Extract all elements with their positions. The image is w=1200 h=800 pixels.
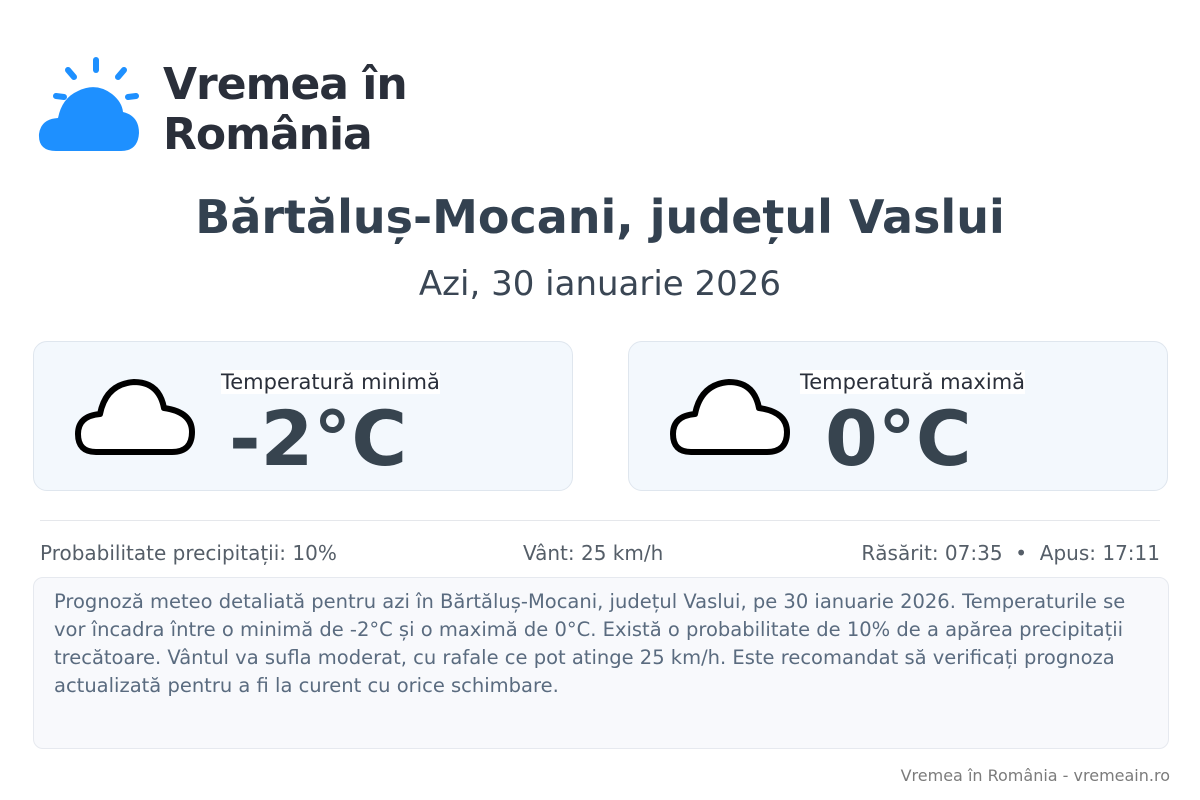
brand-line2: România: [163, 109, 373, 160]
min-temp-label: Temperatură minimă: [221, 370, 440, 394]
cloud-icon: [670, 379, 790, 455]
min-temp-card: Temperatură minimă -2°C: [33, 341, 573, 491]
divider: [40, 520, 1160, 521]
brand-name: Vremea în România: [163, 59, 408, 160]
page-date: Azi, 30 ianuarie 2026: [418, 264, 782, 304]
page-title: Bărtăluș-Mocani, județul Vaslui: [195, 190, 1005, 244]
brand-line1: Vremea în: [163, 59, 408, 110]
precipitation-info: Probabilitate precipitații: 10%: [40, 541, 337, 565]
max-temp-value: 0°C: [825, 394, 972, 483]
sun-info: Răsărit: 07:35 • Apus: 17:11: [861, 541, 1160, 565]
wind-info: Vânt: 25 km/h: [523, 541, 664, 565]
max-temp-label: Temperatură maximă: [800, 370, 1026, 394]
max-temp-card: Temperatură maximă 0°C: [628, 341, 1168, 491]
logo-cloud-sun-icon: [38, 57, 139, 151]
cloud-icon: [75, 379, 195, 455]
min-temp-value: -2°C: [229, 394, 408, 483]
footer: Vremea în România - vremeain.ro: [900, 766, 1170, 785]
forecast-description: Prognoză meteo detaliată pentru azi în B…: [33, 577, 1169, 749]
